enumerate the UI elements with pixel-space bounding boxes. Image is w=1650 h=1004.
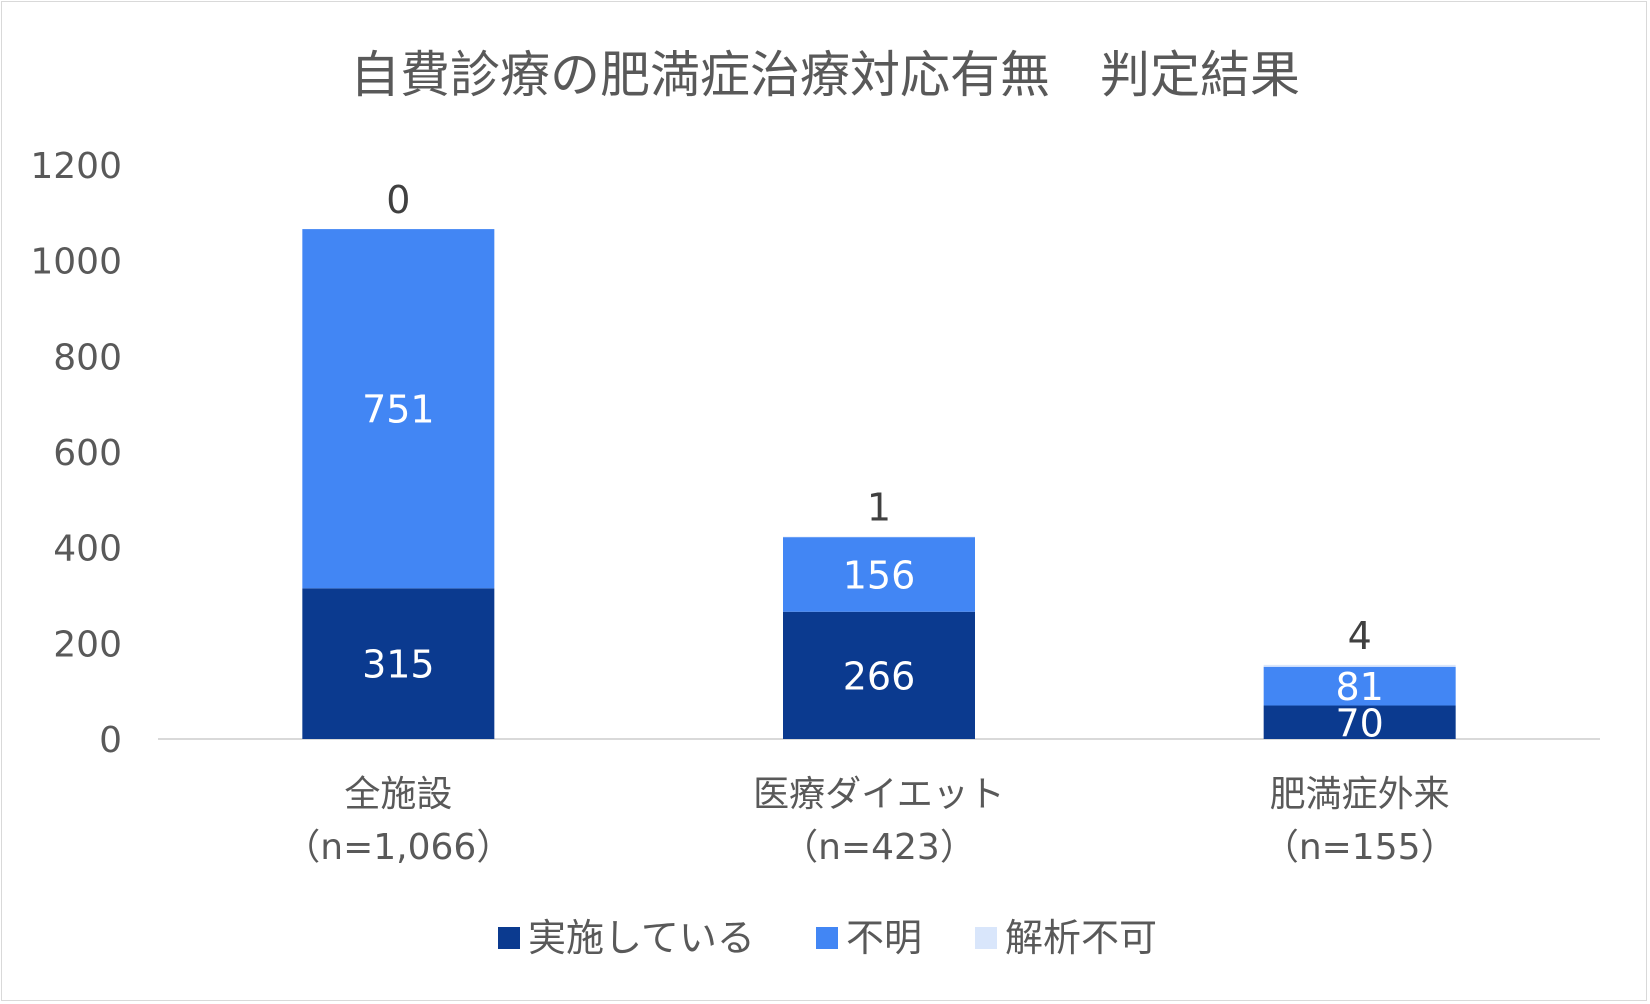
data-label: 81 bbox=[1335, 665, 1383, 709]
bar-segment bbox=[783, 611, 975, 739]
bar-segment bbox=[1263, 705, 1456, 739]
legend-swatch bbox=[816, 927, 838, 949]
data-label: 1 bbox=[867, 486, 891, 530]
x-category-label: （n=155） bbox=[1263, 827, 1457, 868]
data-label: 156 bbox=[843, 553, 916, 597]
x-axis-category-labels: 全施設 （n=1,066） 医療ダイエット （n=423） 肥満症外来 （n=155） bbox=[284, 774, 1456, 868]
bar-segment bbox=[1263, 666, 1456, 706]
data-label: 0 bbox=[386, 178, 410, 222]
x-category-label: （n=423） bbox=[782, 827, 976, 868]
y-tick-label: 0 bbox=[99, 720, 122, 761]
data-label: 4 bbox=[1348, 614, 1372, 658]
x-category-label: 肥満症外来 bbox=[1270, 774, 1450, 815]
chart-title: 自費診療の肥満症治療対応有無 判定結果 bbox=[350, 46, 1300, 104]
data-label: 751 bbox=[362, 388, 435, 432]
y-tick-label: 800 bbox=[53, 337, 122, 378]
bar-segment bbox=[302, 229, 495, 589]
y-tick-label: 1000 bbox=[30, 242, 122, 283]
legend-label: 実施している bbox=[528, 916, 755, 960]
bar-segment bbox=[1263, 664, 1456, 667]
bar-segment bbox=[783, 537, 975, 612]
data-label: 266 bbox=[843, 654, 916, 698]
data-label: 70 bbox=[1335, 701, 1383, 745]
x-category-label: 医療ダイエット bbox=[753, 774, 1005, 815]
legend: 実施している 不明 解析不可 bbox=[498, 916, 1157, 960]
legend-swatch bbox=[498, 927, 520, 949]
y-axis-ticks: 0 200 400 600 800 1000 1200 bbox=[30, 146, 122, 761]
y-tick-label: 1200 bbox=[30, 146, 122, 187]
legend-label: 解析不可 bbox=[1005, 916, 1157, 960]
y-tick-label: 400 bbox=[53, 529, 122, 570]
data-label: 315 bbox=[362, 643, 435, 687]
legend-swatch bbox=[975, 927, 997, 949]
y-tick-label: 600 bbox=[53, 433, 122, 474]
legend-label: 不明 bbox=[846, 916, 922, 960]
x-category-label: 全施設 bbox=[344, 774, 452, 815]
y-tick-label: 200 bbox=[53, 624, 122, 665]
bar-segment bbox=[302, 588, 495, 739]
x-category-label: （n=1,066） bbox=[284, 827, 512, 868]
